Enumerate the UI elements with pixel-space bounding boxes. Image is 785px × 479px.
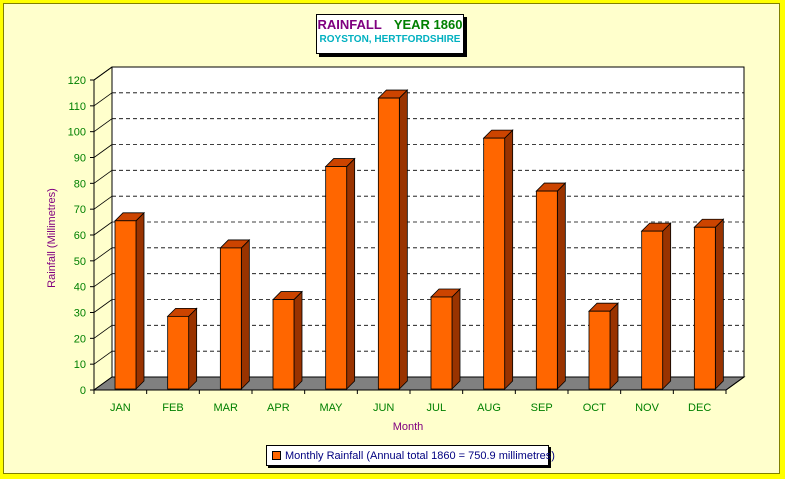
bar-front-nov xyxy=(641,230,664,390)
bar-may xyxy=(324,157,356,390)
x-tick-label-oct: OCT xyxy=(583,402,607,414)
y-tick-label-11: 110 xyxy=(68,101,86,113)
bar-side-apr xyxy=(293,290,303,390)
y-tick-label-1: 10 xyxy=(74,359,86,371)
chart-subtitle: ROYSTON, HERTFORDSHIRE xyxy=(319,34,461,45)
gridline-diag-6 xyxy=(93,221,113,236)
gridline-diag-7 xyxy=(93,195,113,210)
y-tick-label-6: 60 xyxy=(74,230,86,242)
gridline-diag-9 xyxy=(93,144,113,158)
x-tick-label-apr: APR xyxy=(267,402,290,414)
bar-mar xyxy=(219,238,251,390)
bar-front-jan xyxy=(114,220,137,390)
x-axis-title: Month xyxy=(393,421,424,433)
x-tick-label-nov: NOV xyxy=(635,402,660,414)
bar-side-jan xyxy=(135,211,145,390)
y-axis-top xyxy=(93,66,113,81)
y-axis-title: Rainfall (Millimetres) xyxy=(46,188,58,288)
bar-side-sep xyxy=(556,182,566,390)
y-tick-label-8: 80 xyxy=(74,178,86,190)
bar-side-mar xyxy=(240,238,250,390)
y-tick-label-3: 30 xyxy=(74,308,86,320)
bar-nov xyxy=(640,222,672,390)
tick-labels: 0 10 20 30 40 50 60 70 80 90 100 110 120 JAN FEB MAR APR… xyxy=(68,75,712,414)
chart-title-year: YEAR 1860 xyxy=(393,17,463,32)
chart-title-rainfall: RAINFALL xyxy=(317,17,382,32)
bar-front-dec xyxy=(693,226,716,390)
bar-oct xyxy=(588,302,619,390)
x-tick-label-jul: JUL xyxy=(427,402,447,414)
bar-dec xyxy=(693,218,725,390)
bar-front-feb xyxy=(167,315,190,390)
bar-side-nov xyxy=(662,222,672,390)
x-tick-label-jun: JUN xyxy=(373,402,394,414)
bar-aug xyxy=(482,129,514,390)
chart-title-box: RAINFALL YEAR 1860 ROYSTON, HERTFORDSHIRE xyxy=(316,14,464,54)
x-tick-label-aug: AUG xyxy=(477,402,501,414)
axes xyxy=(90,66,745,394)
x-tick-label-may: MAY xyxy=(319,402,343,414)
bar-sep xyxy=(535,182,567,390)
y-tick-label-4: 40 xyxy=(74,282,86,294)
x-tick-label-dec: DEC xyxy=(688,402,711,414)
legend-swatch xyxy=(272,451,281,460)
bar-front-jul xyxy=(430,296,453,390)
y-tick-label-2: 20 xyxy=(74,333,86,345)
legend: Monthly Rainfall (Annual total 1860 = 75… xyxy=(266,445,555,466)
y-tick-label-12: 120 xyxy=(68,75,86,87)
bar-side-feb xyxy=(188,307,198,390)
bar-front-mar xyxy=(219,247,242,390)
bar-side-dec xyxy=(714,218,724,390)
gridline-diag-2 xyxy=(93,325,113,339)
gridline-diag-8 xyxy=(93,170,113,184)
bar-side-may xyxy=(346,157,356,390)
gridline-diag-5 xyxy=(93,247,113,262)
bar-front-may xyxy=(325,166,348,390)
y-tick-label-7: 70 xyxy=(74,204,86,216)
bar-apr xyxy=(272,290,303,390)
chart-title: RAINFALL YEAR 1860 xyxy=(317,17,463,32)
gridline-diag-11 xyxy=(93,92,113,107)
y-tick-label-10: 100 xyxy=(68,127,86,139)
y-tick-label-9: 90 xyxy=(74,153,86,165)
bar-front-apr xyxy=(272,299,295,390)
bars xyxy=(114,89,725,390)
gridline-diag-4 xyxy=(93,273,113,287)
y-tick-label-5: 50 xyxy=(74,256,86,268)
bar-side-jun xyxy=(398,89,408,390)
x-axis-end xyxy=(725,376,745,391)
bar-front-oct xyxy=(588,310,611,390)
bar-front-aug xyxy=(483,137,506,390)
bar-side-oct xyxy=(609,302,619,390)
x-tick-label-jan: JAN xyxy=(110,402,131,414)
bar-side-aug xyxy=(504,129,514,390)
gridline-diag-1 xyxy=(93,350,113,365)
bar-jun xyxy=(377,89,409,390)
bar-jan xyxy=(114,211,145,390)
x-tick-label-mar: MAR xyxy=(213,402,238,414)
legend-label: Monthly Rainfall (Annual total 1860 = 75… xyxy=(285,449,555,462)
gridline-diag-3 xyxy=(93,299,113,313)
gridlines xyxy=(93,66,744,391)
bar-feb xyxy=(166,307,198,390)
bar-side-jul xyxy=(451,288,461,390)
x-tick-label-sep: SEP xyxy=(531,402,553,414)
gridline-diag-10 xyxy=(93,118,113,132)
bar-front-sep xyxy=(535,190,558,390)
bar-front-jun xyxy=(377,97,400,390)
x-tick-label-feb: FEB xyxy=(162,402,183,414)
bar-jul xyxy=(430,288,461,390)
y-tick-label-0: 0 xyxy=(80,385,86,397)
